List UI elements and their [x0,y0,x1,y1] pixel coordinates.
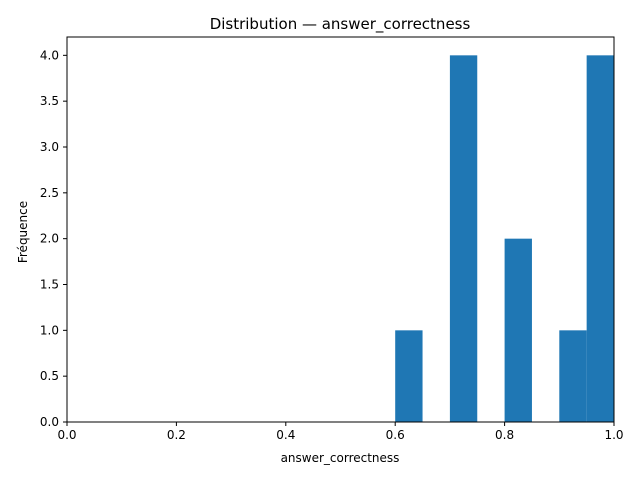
histogram-bar [504,238,532,422]
histogram-bar [449,55,478,422]
x-tick-label: 0.8 [495,428,514,442]
y-tick-label: 1.0 [40,323,59,337]
x-tick-label: 0.6 [386,428,405,442]
x-axis-ticks: 0.0 0.2 0.4 0.6 0.8 1.0 [57,422,624,442]
y-tick-label: 3.0 [40,140,59,154]
y-tick-label: 2.5 [40,186,59,200]
y-tick-label: 3.5 [40,94,59,108]
histogram-bar [395,330,423,422]
y-axis-label: Fréquence [16,201,30,263]
y-tick-label: 1.5 [40,278,59,292]
y-tick-label: 0.5 [40,369,59,383]
chart-title: Distribution — answer_correctness [210,15,471,34]
x-tick-label: 1.0 [604,428,623,442]
histogram-bar [586,55,614,422]
y-tick-label: 4.0 [40,48,59,62]
histogram-bar [559,330,587,422]
bars-group [395,55,614,422]
y-tick-label: 0.0 [40,415,59,429]
plot-frame [66,36,615,423]
y-tick-label: 2.0 [40,232,59,246]
x-tick-label: 0.2 [167,428,186,442]
x-tick-label: 0.0 [57,428,76,442]
y-axis-ticks: 0.0 0.5 1.0 1.5 2.0 2.5 3.0 3.5 4.0 [40,48,67,429]
x-tick-label: 0.4 [276,428,295,442]
x-axis-label: answer_correctness [281,451,400,465]
